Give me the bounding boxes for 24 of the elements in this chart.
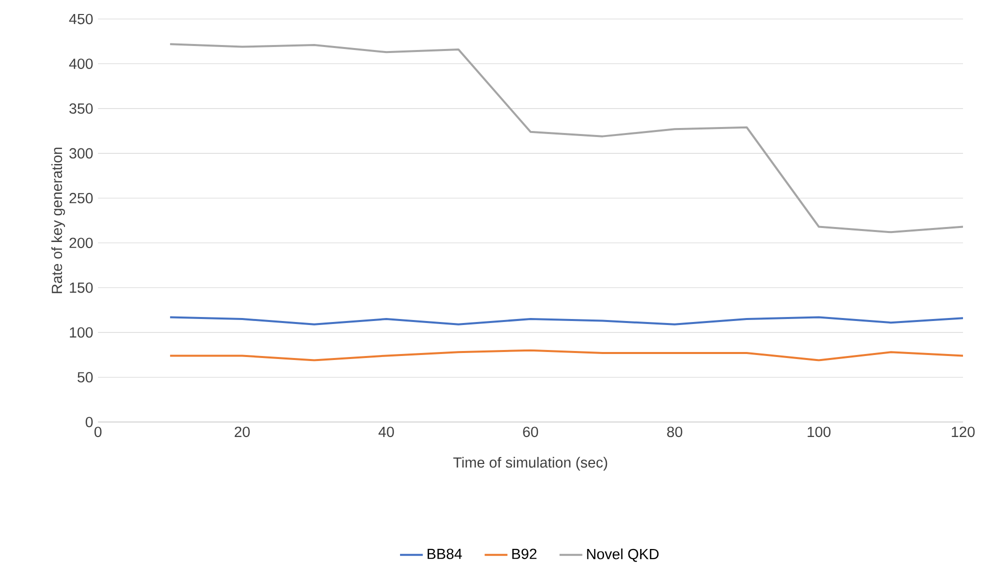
x-tick-label: 0 — [94, 426, 102, 438]
x-tick-label: 60 — [523, 426, 538, 438]
y-tick-label: 100 — [70, 327, 93, 338]
y-axis-title: Rate of key generation — [51, 148, 65, 294]
y-tick-label: 0 — [86, 416, 93, 428]
x-tick-label: 20 — [234, 426, 250, 438]
y-tick-label: 400 — [69, 58, 93, 69]
y-tick-label: 300 — [69, 148, 93, 159]
legend-label: BB84 — [428, 548, 462, 560]
x-tick-label: 80 — [667, 426, 682, 438]
legend-label: B92 — [512, 548, 536, 560]
y-tick-label: 250 — [70, 192, 93, 204]
x-tick-label: 40 — [378, 426, 394, 438]
y-tick-label: 350 — [69, 103, 93, 114]
y-tick-label: 200 — [70, 238, 93, 248]
legend-label: Novel QKD — [587, 548, 659, 562]
y-tick-label: 450 — [69, 14, 93, 24]
x-tick-label: 120 — [952, 426, 975, 438]
x-axis-title: Time of simulation (sec) — [453, 456, 608, 471]
y-tick-label: 50 — [78, 372, 93, 382]
x-tick-label: 100 — [808, 426, 830, 438]
line-series — [169, 43, 964, 234]
y-tick-label: 150 — [70, 282, 93, 293]
line-series — [169, 316, 964, 326]
